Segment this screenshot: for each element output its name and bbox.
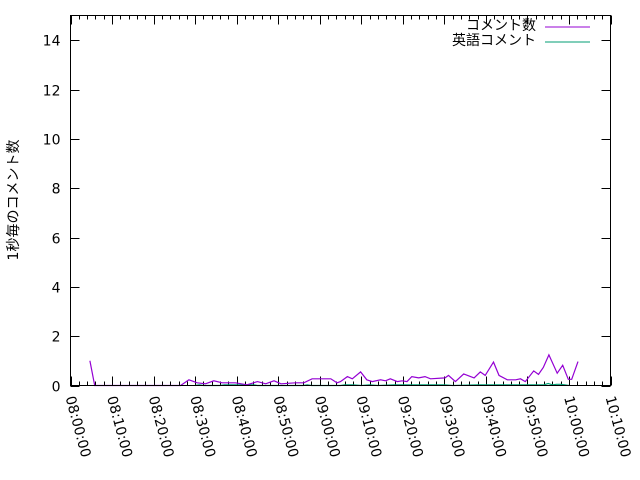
y-tick-label: 14 xyxy=(43,34,61,50)
y-tick-label: 0 xyxy=(52,380,61,396)
x-tick-label: 08:40:00 xyxy=(228,394,260,459)
x-tick-label: 09:20:00 xyxy=(394,394,426,459)
plot-frame xyxy=(70,15,611,386)
x-tick-label: 09:40:00 xyxy=(477,394,509,459)
y-tick-label: 8 xyxy=(52,182,61,198)
y-tick-label: 2 xyxy=(52,330,61,346)
y-axis-label: 1秒毎のコメント数 xyxy=(6,140,22,261)
x-tick-label: 08:10:00 xyxy=(103,394,135,459)
x-tick-label: 09:50:00 xyxy=(519,394,551,459)
legend-label-english: 英語コメント xyxy=(452,32,536,49)
x-tick-label: 08:30:00 xyxy=(186,394,218,459)
legend-label-comments: コメント数 xyxy=(466,18,536,34)
y-tick-label: 4 xyxy=(52,281,61,297)
x-tick-label: 10:10:00 xyxy=(602,394,634,459)
y-tick-label: 12 xyxy=(43,84,61,100)
x-tick-label: 08:00:00 xyxy=(62,394,94,459)
series-line-0 xyxy=(89,353,579,387)
legend: コメント数 英語コメント xyxy=(452,18,590,49)
x-tick-label: 10:00:00 xyxy=(560,394,592,459)
x-tick-label: 09:10:00 xyxy=(352,394,384,459)
x-tick-label: 09:30:00 xyxy=(435,394,467,459)
y-tick-label: 6 xyxy=(52,232,61,248)
x-tick-label: 08:50:00 xyxy=(269,394,301,459)
x-tick-label: 08:20:00 xyxy=(145,394,177,459)
y-tick-label: 10 xyxy=(43,133,61,149)
x-tick-label: 09:00:00 xyxy=(311,394,343,459)
